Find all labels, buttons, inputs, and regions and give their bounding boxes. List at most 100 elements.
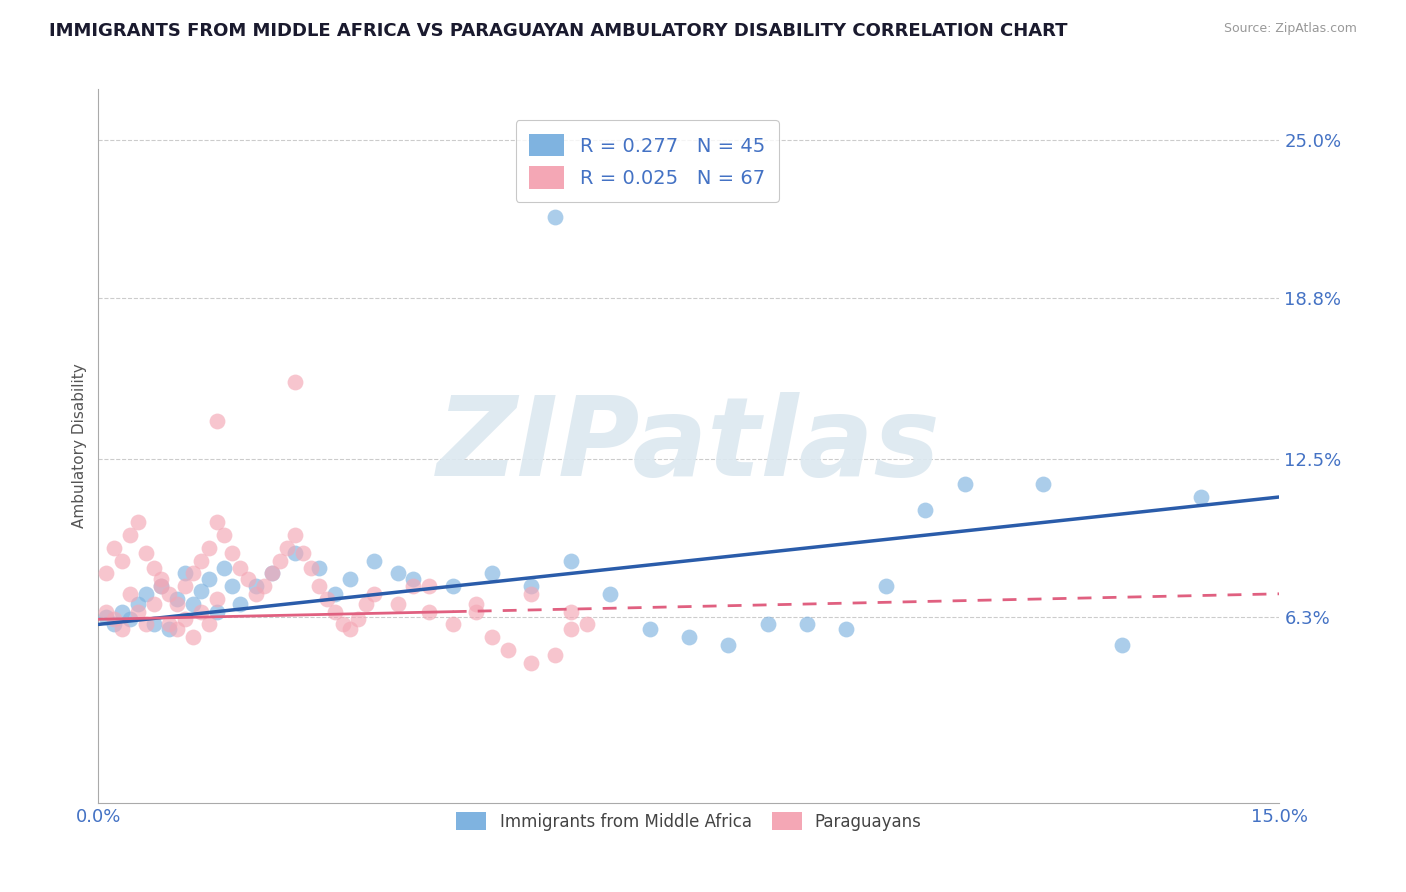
- Point: [166, 597, 188, 611]
- Point: [127, 605, 149, 619]
- Point: [157, 623, 180, 637]
- Text: IMMIGRANTS FROM MIDDLE AFRICA VS PARAGUAYAN AMBULATORY DISABILITY CORRELATION CH: IMMIGRANTS FROM MIDDLE AFRICA VS PARAGUA…: [49, 22, 1067, 40]
- Point: [181, 597, 204, 611]
- Legend: Immigrants from Middle Africa, Paraguayans: Immigrants from Middle Africa, Paraguaya…: [450, 805, 928, 838]
- Point: [245, 579, 267, 593]
- Point: [111, 623, 134, 637]
- Point: [308, 579, 330, 593]
- Point: [229, 597, 252, 611]
- Point: [402, 579, 425, 593]
- Point: [142, 561, 165, 575]
- Point: [363, 587, 385, 601]
- Point: [260, 566, 283, 581]
- Point: [678, 630, 700, 644]
- Point: [560, 623, 582, 637]
- Point: [520, 587, 543, 601]
- Point: [544, 210, 567, 224]
- Point: [308, 561, 330, 575]
- Point: [205, 413, 228, 427]
- Point: [363, 554, 385, 568]
- Point: [544, 648, 567, 662]
- Point: [205, 516, 228, 530]
- Point: [174, 612, 197, 626]
- Point: [339, 572, 361, 586]
- Point: [118, 587, 141, 601]
- Point: [150, 579, 173, 593]
- Point: [135, 546, 157, 560]
- Point: [150, 572, 173, 586]
- Point: [354, 597, 377, 611]
- Point: [953, 477, 976, 491]
- Point: [599, 587, 621, 601]
- Point: [221, 579, 243, 593]
- Point: [103, 617, 125, 632]
- Point: [111, 605, 134, 619]
- Text: ZIPatlas: ZIPatlas: [437, 392, 941, 500]
- Point: [214, 561, 236, 575]
- Point: [284, 376, 307, 390]
- Point: [127, 516, 149, 530]
- Point: [465, 597, 488, 611]
- Point: [323, 605, 346, 619]
- Point: [481, 630, 503, 644]
- Point: [166, 591, 188, 606]
- Point: [229, 561, 252, 575]
- Point: [142, 597, 165, 611]
- Point: [481, 566, 503, 581]
- Point: [135, 617, 157, 632]
- Point: [236, 572, 259, 586]
- Y-axis label: Ambulatory Disability: Ambulatory Disability: [72, 364, 87, 528]
- Point: [717, 638, 740, 652]
- Point: [520, 656, 543, 670]
- Point: [190, 584, 212, 599]
- Point: [190, 554, 212, 568]
- Point: [299, 561, 322, 575]
- Point: [292, 546, 315, 560]
- Point: [135, 587, 157, 601]
- Point: [1032, 477, 1054, 491]
- Point: [181, 630, 204, 644]
- Point: [166, 623, 188, 637]
- Point: [441, 579, 464, 593]
- Point: [418, 579, 440, 593]
- Point: [197, 617, 219, 632]
- Text: Source: ZipAtlas.com: Source: ZipAtlas.com: [1223, 22, 1357, 36]
- Point: [118, 528, 141, 542]
- Point: [332, 617, 354, 632]
- Point: [269, 554, 291, 568]
- Point: [560, 554, 582, 568]
- Point: [127, 597, 149, 611]
- Point: [1189, 490, 1212, 504]
- Point: [756, 617, 779, 632]
- Point: [638, 623, 661, 637]
- Point: [284, 546, 307, 560]
- Point: [465, 605, 488, 619]
- Point: [496, 643, 519, 657]
- Point: [560, 605, 582, 619]
- Point: [103, 541, 125, 555]
- Point: [197, 572, 219, 586]
- Point: [205, 591, 228, 606]
- Point: [387, 597, 409, 611]
- Point: [253, 579, 276, 593]
- Point: [111, 554, 134, 568]
- Point: [103, 612, 125, 626]
- Point: [142, 617, 165, 632]
- Point: [284, 528, 307, 542]
- Point: [402, 572, 425, 586]
- Point: [441, 617, 464, 632]
- Point: [520, 579, 543, 593]
- Point: [174, 579, 197, 593]
- Point: [875, 579, 897, 593]
- Point: [260, 566, 283, 581]
- Point: [339, 623, 361, 637]
- Point: [276, 541, 298, 555]
- Point: [914, 502, 936, 516]
- Point: [96, 609, 118, 624]
- Point: [347, 612, 370, 626]
- Point: [174, 566, 197, 581]
- Point: [575, 617, 598, 632]
- Point: [118, 612, 141, 626]
- Point: [315, 591, 337, 606]
- Point: [245, 587, 267, 601]
